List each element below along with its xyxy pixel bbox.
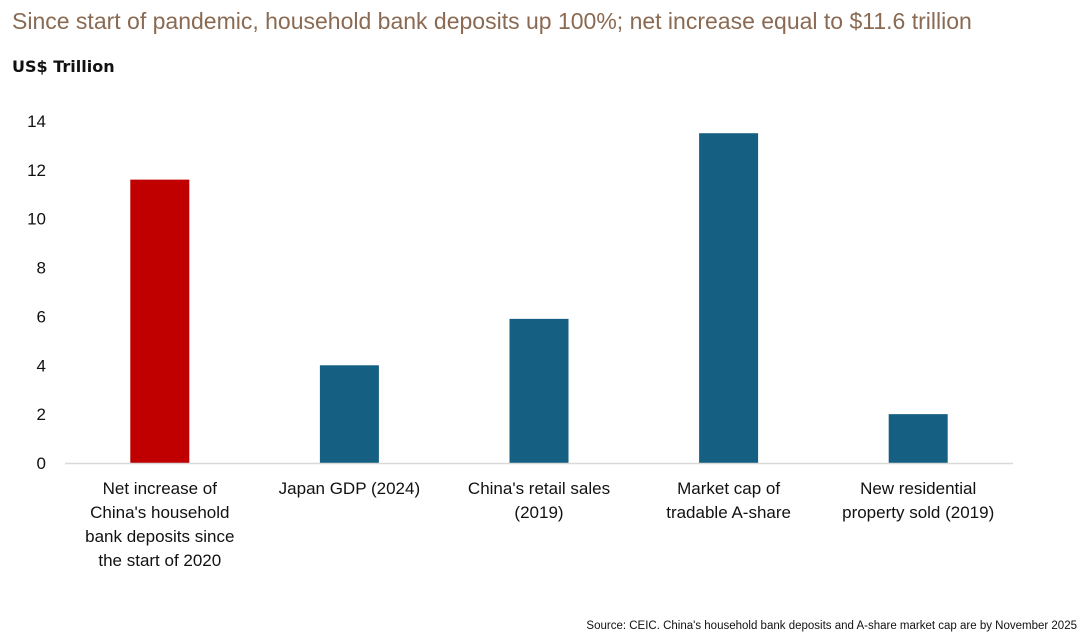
bar-series [130,133,948,463]
source-note: Source: CEIC. China's household bank dep… [586,620,1077,632]
y-axis-ticks: 0 2 4 6 8 10 12 14 [27,112,46,473]
x-category-label-line: China's retail sales [467,479,611,498]
y-tick-label: 8 [37,259,46,278]
bar-3 [509,318,569,463]
x-category-label: Net increase of China's household bank dep… [70,477,250,573]
x-category-label-line: Net increase of [102,479,217,498]
bar-4 [699,133,759,463]
x-category-label-line: (2019) [514,503,564,522]
x-category-label: Market cap of tradable A-share [639,477,819,525]
bar-2 [319,365,379,463]
bar-5 [888,414,948,463]
x-category-label-line: Japan GDP (2024) [278,479,421,498]
x-category-label-line: Market cap of [677,479,781,498]
x-category-label-line: property sold (2019) [842,503,995,522]
x-category-label: New residential property sold (2019) [828,477,1008,525]
y-tick-label: 10 [27,210,46,229]
bar-1 [130,179,190,463]
chart-title: Since start of pandemic, household bank … [12,8,972,34]
y-tick-label: 12 [27,161,46,180]
x-category-label-line: China's household [90,503,230,522]
x-category-label-line: bank deposits since [85,527,235,546]
y-tick-label: 4 [37,356,46,375]
y-axis-unit-label: US$ Trillion [12,57,115,76]
x-category-label-line: the start of 2020 [98,551,222,570]
x-category-label-line: New residential [860,479,977,498]
x-category-label: Japan GDP (2024) [259,477,439,501]
x-category-label: China's retail sales (2019) [449,477,629,525]
y-tick-label: 6 [37,307,46,326]
y-tick-label: 14 [27,112,46,131]
y-tick-label: 2 [37,405,46,424]
y-tick-label: 0 [37,454,46,473]
x-category-label-line: tradable A-share [666,503,791,522]
